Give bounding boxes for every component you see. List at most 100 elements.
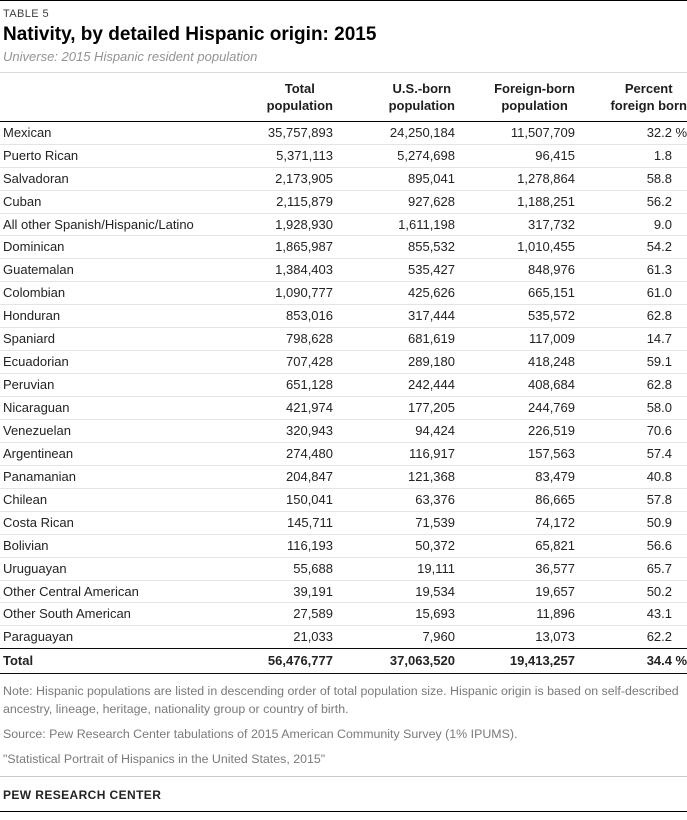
us-born-cell: 24,250,184 [389, 124, 455, 140]
origin-label: Mexican [3, 124, 52, 140]
origin-label: Spaniard [0, 327, 215, 351]
percent-value: 61.0 [646, 285, 672, 301]
us-born-cell: 121,368 [333, 464, 455, 489]
table-row: Argentinean 274,480 116,917 157,563 57.4 [0, 441, 687, 466]
total-population-cell: 27,589 [215, 602, 333, 626]
percent-cell: 56.6 [575, 533, 687, 558]
us-born-cell: 1,611,198 [333, 212, 455, 236]
table-row: Chilean 150,041 63,376 86,665 57.8 [0, 487, 687, 512]
total-population-cell: 116,193 [215, 533, 333, 558]
origin-label: Panamanian [0, 464, 215, 489]
universe-subtitle: Universe: 2015 Hispanic resident populat… [3, 49, 258, 64]
total-population-cell: 320,943 [215, 418, 333, 443]
percent-value: 62.8 [646, 308, 672, 324]
table-row: Panamanian 204,847 121,368 83,479 40.8 [0, 464, 687, 489]
origin-label: Ecuadorian [0, 350, 215, 374]
foreign-born-cell: 408,684 [455, 373, 575, 397]
percent-value: 56.2 [646, 193, 672, 209]
percent-cell: 50.2 [575, 579, 687, 603]
percent-cell: 57.4 [575, 441, 687, 466]
foreign-born-cell: 535,572 [455, 304, 575, 328]
us-born-cell: 15,693 [333, 602, 455, 626]
foreign-born-cell: 65,821 [455, 533, 575, 558]
foreign-born-cell: 1,010,455 [455, 235, 575, 259]
percent-value: 57.4 [646, 445, 672, 461]
percent-value: 50.2 [646, 583, 672, 599]
foreign-born-header: Foreign-born population [455, 73, 575, 122]
table-row: Other Central American 39,191 19,534 19,… [0, 579, 687, 603]
total-population-cell: 204,847 [215, 464, 333, 489]
percent-cell: 9.0 [575, 212, 687, 236]
percent-value: 56.6 [646, 537, 672, 553]
table-row: Spaniard 798,628 681,619 117,009 14.7 [0, 327, 687, 351]
total-population-cell: 1,384,403 [215, 258, 333, 282]
table-row: Uruguayan 55,688 19,111 36,577 65.7 [0, 556, 687, 581]
origin-label: Peruvian [0, 373, 215, 397]
origin-label: Paraguayan [0, 625, 215, 649]
percent-cell: 61.0 [575, 281, 687, 305]
page-title: Nativity, by detailed Hispanic origin: 2… [3, 24, 377, 45]
origin-label: Puerto Rican [0, 143, 215, 168]
total-population-cell: 1,090,777 [215, 281, 333, 305]
table-row: Bolivian 116,193 50,372 65,821 56.6 [0, 533, 687, 558]
table-row: Salvadoran 2,173,905 895,041 1,278,864 5… [0, 166, 687, 191]
percent-cell: 50.9 [575, 510, 687, 535]
foreign-born-cell: 36,577 [455, 556, 575, 581]
origin-label: Bolivian [0, 533, 215, 558]
us-born-cell: 895,041 [333, 166, 455, 191]
percent-value: 14.7 [646, 331, 672, 347]
origin-label: Colombian [0, 281, 215, 305]
percent-cell: 62.8 [575, 304, 687, 328]
total-population-cell: 145,711 [215, 510, 333, 535]
origin-label: Other South American [0, 602, 215, 626]
origin-label: Costa Rican [0, 510, 215, 535]
total-population-cell: 651,128 [215, 373, 333, 397]
foreign-born-cell: 665,151 [455, 281, 575, 305]
percent-value: 9.0 [653, 216, 672, 232]
origin-label: Nicaraguan [0, 396, 215, 420]
origin-label: Honduran [0, 304, 215, 328]
total-population-cell: 1,928,930 [215, 212, 333, 236]
percent-value: 58.0 [646, 400, 672, 416]
us-born-cell: 19,111 [333, 556, 455, 581]
table-row: Peruvian 651,128 242,444 408,684 62.8 [0, 373, 687, 397]
foreign-born-cell: 13,073 [455, 625, 575, 649]
table-row: Guatemalan 1,384,403 535,427 848,976 61.… [0, 258, 687, 282]
percent-value: 50.9 [646, 514, 672, 530]
percent-value: 40.8 [646, 468, 672, 484]
origin-label: Chilean [0, 487, 215, 512]
total-population-cell: 21,033 [215, 625, 333, 649]
table-row: Puerto Rican 5,371,113 5,274,698 96,415 … [0, 143, 687, 168]
origin-label: Uruguayan [0, 556, 215, 581]
percent-cell: 58.0 [575, 396, 687, 420]
table-row: Ecuadorian 707,428 289,180 418,248 59.1 [0, 350, 687, 374]
foreign-born-cell: 11,896 [455, 602, 575, 626]
percent-cell: 61.3 [575, 258, 687, 282]
foreign-born-cell: 157,563 [455, 441, 575, 466]
percent-cell: 43.1 [575, 602, 687, 626]
table-row: Venezuelan 320,943 94,424 226,519 70.6 [0, 418, 687, 443]
origin-label: Guatemalan [0, 258, 215, 282]
total-row-us-born-cell: 37,063,520 [333, 648, 455, 675]
note-text: Note: Hispanic populations are listed in… [3, 684, 679, 717]
percent-cell: 32.2% [575, 121, 687, 144]
header-row: Total population U.S.-born population Fore… [0, 73, 687, 122]
foreign-born-cell: 226,519 [455, 418, 575, 443]
total-percent-value: 34.4 [646, 653, 672, 669]
percent-cell: 65.7 [575, 556, 687, 581]
foreign-born-cell: 1,278,864 [455, 166, 575, 191]
us-born-cell: 927,628 [333, 189, 455, 214]
us-born-cell: 19,534 [333, 579, 455, 603]
table-body: Mexican 35,757,893 24,250,184 11,507,709… [0, 121, 687, 649]
us-born-cell: 71,539 [333, 510, 455, 535]
us-born-cell: 177,205 [333, 396, 455, 420]
us-born-cell: 50,372 [333, 533, 455, 558]
foreign-born-cell: 74,172 [455, 510, 575, 535]
source-text: Source: Pew Research Center tabulations … [3, 727, 518, 742]
total-population-cell: 707,428 [215, 350, 333, 374]
total-percent-unit: % [675, 653, 687, 669]
percent-cell: 40.8 [575, 464, 687, 489]
origin-label: All other Spanish/Hispanic/Latino [0, 212, 215, 236]
percent-value: 62.2 [646, 629, 672, 645]
